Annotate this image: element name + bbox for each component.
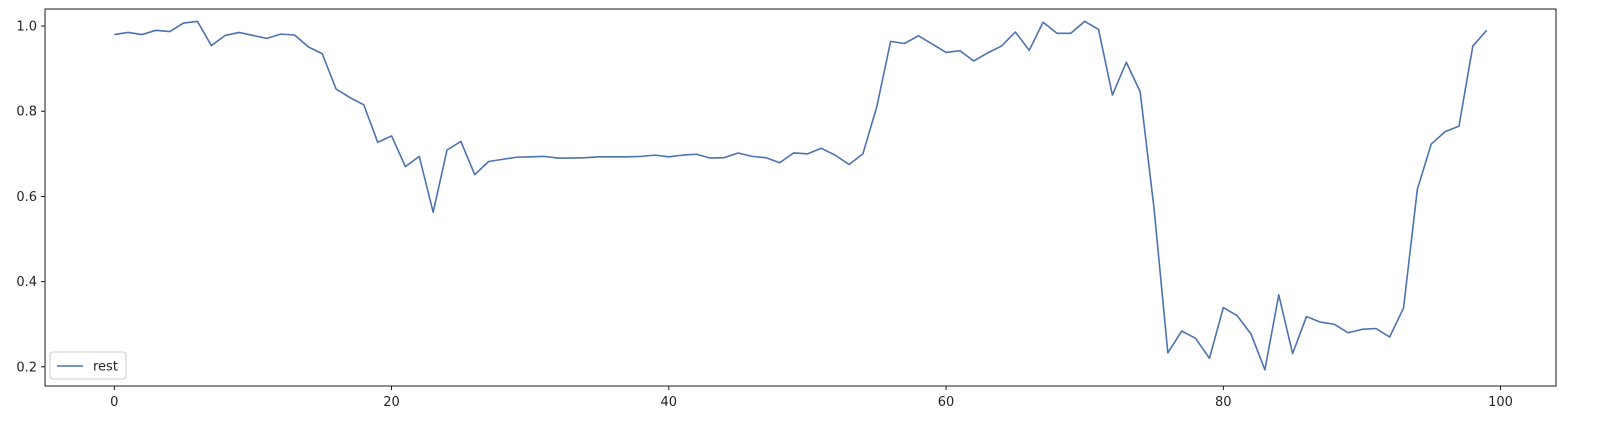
y-tick-label: 0.4 [16, 275, 37, 290]
series-layer [114, 20, 1488, 371]
series-line-rest [114, 20, 1488, 371]
x-tick-label: 20 [383, 395, 400, 410]
legend-box [49, 351, 127, 380]
y-tick-label: 0.8 [16, 105, 37, 120]
x-tick-label: 60 [938, 395, 955, 410]
x-axis: 0 20 40 60 80 100 [110, 386, 1513, 410]
legend: rest [49, 351, 127, 380]
legend-label: rest [93, 360, 118, 375]
x-tick-label: 100 [1488, 395, 1513, 410]
y-tick-label: 1.0 [16, 20, 37, 35]
axes-frame [44, 8, 1557, 387]
x-tick-label: 0 [110, 395, 118, 410]
x-tick-label: 40 [661, 395, 678, 410]
x-tick-label: 80 [1215, 395, 1232, 410]
y-tick-label: 0.2 [16, 360, 37, 375]
plot-area [45, 9, 1556, 386]
y-axis: 0.2 0.4 0.6 0.8 1.0 [16, 20, 45, 375]
y-tick-label: 0.6 [16, 190, 37, 205]
plot-background [45, 9, 1556, 386]
